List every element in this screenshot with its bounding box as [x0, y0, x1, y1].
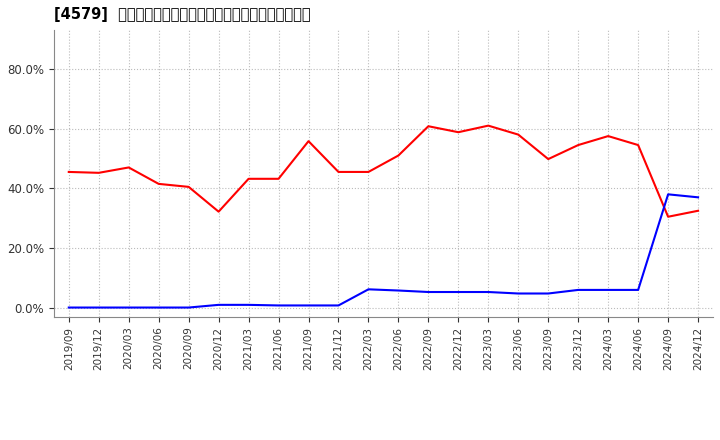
現顔金: [604, 133, 613, 139]
有利子負債: [125, 305, 133, 310]
有利子負債: [215, 302, 223, 308]
有利子負債: [394, 288, 402, 293]
現顔金: [574, 143, 582, 148]
現顔金: [274, 176, 283, 181]
有利子負債: [244, 302, 253, 308]
有利子負債: [574, 287, 582, 293]
現顔金: [65, 169, 73, 175]
現顔金: [694, 208, 703, 213]
有利子負債: [424, 290, 433, 295]
有利子負債: [184, 305, 193, 310]
有利子負債: [544, 291, 552, 296]
現顔金: [184, 184, 193, 190]
現顔金: [394, 153, 402, 158]
有利子負債: [634, 287, 642, 293]
有利子負債: [65, 305, 73, 310]
現顔金: [334, 169, 343, 175]
現顔金: [125, 165, 133, 170]
有利子負債: [604, 287, 613, 293]
有利子負債: [304, 303, 312, 308]
現顔金: [304, 139, 312, 144]
有利子負債: [94, 305, 103, 310]
現顔金: [94, 170, 103, 176]
現顔金: [154, 181, 163, 187]
現顔金: [514, 132, 523, 137]
現顔金: [454, 129, 463, 135]
Text: [4579]  現顔金、有利子負債の総資産に対する比率の推移: [4579] 現顔金、有利子負債の総資産に対する比率の推移: [54, 7, 310, 22]
有利子負債: [334, 303, 343, 308]
有利子負債: [364, 287, 373, 292]
現顔金: [634, 143, 642, 148]
有利子負債: [664, 192, 672, 197]
現顔金: [544, 157, 552, 162]
現顔金: [244, 176, 253, 181]
現顔金: [364, 169, 373, 175]
現顔金: [484, 123, 492, 128]
現顔金: [424, 124, 433, 129]
有利子負債: [484, 290, 492, 295]
現顔金: [664, 214, 672, 220]
現顔金: [215, 209, 223, 214]
有利子負債: [454, 290, 463, 295]
Line: 現顔金: 現顔金: [69, 126, 698, 217]
有利子負債: [274, 303, 283, 308]
有利子負債: [514, 291, 523, 296]
Line: 有利子負債: 有利子負債: [69, 194, 698, 308]
有利子負債: [154, 305, 163, 310]
有利子負債: [694, 194, 703, 200]
